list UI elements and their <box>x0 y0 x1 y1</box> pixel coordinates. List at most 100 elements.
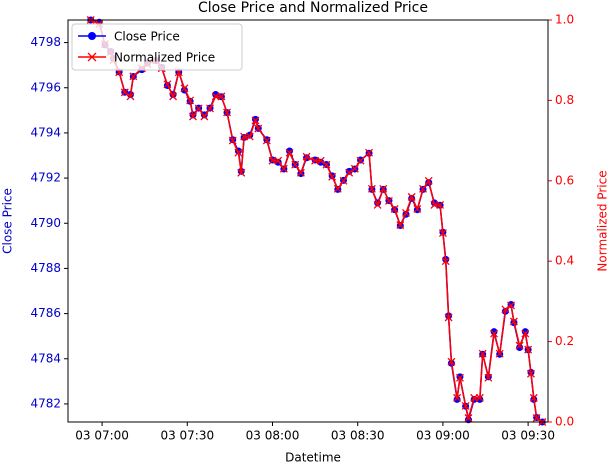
point <box>516 343 524 351</box>
y-tick-label: 4782 <box>30 396 61 410</box>
point <box>373 200 382 209</box>
point <box>245 132 254 141</box>
point <box>436 200 445 209</box>
point <box>333 184 342 193</box>
x-tick-label: 03 09:00 <box>416 429 470 443</box>
legend-label: Normalized Price <box>114 51 215 65</box>
point <box>455 373 464 382</box>
point <box>126 92 135 101</box>
point <box>507 301 516 310</box>
point <box>461 401 470 410</box>
point <box>194 104 203 113</box>
point <box>402 209 410 217</box>
x-tick-label: 03 08:00 <box>246 429 300 443</box>
point <box>453 393 462 402</box>
y2-tick-label: 0.6 <box>555 173 574 187</box>
point <box>478 349 487 358</box>
point <box>367 184 376 193</box>
point <box>120 88 129 97</box>
plot-frame <box>67 19 549 423</box>
point <box>339 176 348 185</box>
point <box>217 92 226 101</box>
y-tick-label: 4792 <box>30 171 61 185</box>
point <box>475 393 484 402</box>
point <box>390 204 399 213</box>
point <box>186 96 195 105</box>
point <box>419 184 427 193</box>
point <box>430 200 439 209</box>
point <box>223 108 232 117</box>
point <box>444 313 453 322</box>
y-tick-label: 4794 <box>30 125 61 139</box>
point <box>163 80 172 89</box>
x-tick-label: 03 08:30 <box>331 429 385 443</box>
point <box>490 329 498 338</box>
y-tick-label: 4784 <box>30 351 61 365</box>
point <box>501 305 510 314</box>
point <box>384 196 393 205</box>
point <box>484 373 493 382</box>
point <box>438 229 447 238</box>
legend-marker <box>88 32 96 40</box>
point <box>328 172 337 181</box>
point <box>234 148 243 157</box>
y-tick-label: 4798 <box>30 35 61 49</box>
point <box>180 84 189 93</box>
point <box>515 341 524 350</box>
y2-tick-label: 0.4 <box>555 254 574 268</box>
point <box>526 369 535 378</box>
legend-box <box>71 23 243 71</box>
y-tick-label: 4788 <box>30 261 61 275</box>
point <box>237 168 246 177</box>
point <box>529 393 538 402</box>
point <box>521 329 530 338</box>
y-axis-label: Close Price <box>1 188 15 254</box>
y-tick-label: 4790 <box>30 216 61 230</box>
point <box>251 116 260 125</box>
point <box>206 104 214 113</box>
legend-label: Close Price <box>114 30 180 44</box>
point <box>521 328 529 336</box>
point <box>396 221 405 229</box>
point <box>490 328 498 336</box>
point <box>311 156 320 165</box>
y2-tick-label: 0.2 <box>555 334 574 348</box>
point <box>495 349 504 358</box>
point <box>200 112 209 121</box>
point <box>254 124 263 133</box>
point <box>424 176 433 185</box>
point <box>379 184 388 193</box>
point <box>350 164 359 173</box>
point <box>464 414 473 422</box>
y2-tick-label: 0.0 <box>555 415 574 429</box>
point <box>322 160 331 169</box>
legend-marker <box>87 52 97 62</box>
point <box>509 317 518 326</box>
point <box>302 152 311 161</box>
point <box>441 257 450 266</box>
point <box>365 148 374 157</box>
point <box>470 393 479 402</box>
point <box>413 204 422 213</box>
y2-axis-label: Normalized Price <box>596 170 610 271</box>
point <box>291 160 300 169</box>
x-axis-label: Datetime <box>285 451 341 465</box>
x-tick-label: 03 07:30 <box>160 429 214 443</box>
point <box>345 168 354 177</box>
point <box>240 132 249 141</box>
point <box>524 345 533 354</box>
y2-tick-label: 0.8 <box>555 93 574 107</box>
point <box>279 164 288 173</box>
point <box>453 395 461 403</box>
point <box>407 192 416 201</box>
y2-tick-label: 1.0 <box>555 13 574 27</box>
x-tick-label: 03 09:30 <box>501 429 555 443</box>
point <box>129 72 138 81</box>
point <box>274 156 283 165</box>
point <box>532 414 541 422</box>
chart-title: Close Price and Normalized Price <box>198 0 428 16</box>
point <box>268 156 277 165</box>
point <box>211 92 220 101</box>
